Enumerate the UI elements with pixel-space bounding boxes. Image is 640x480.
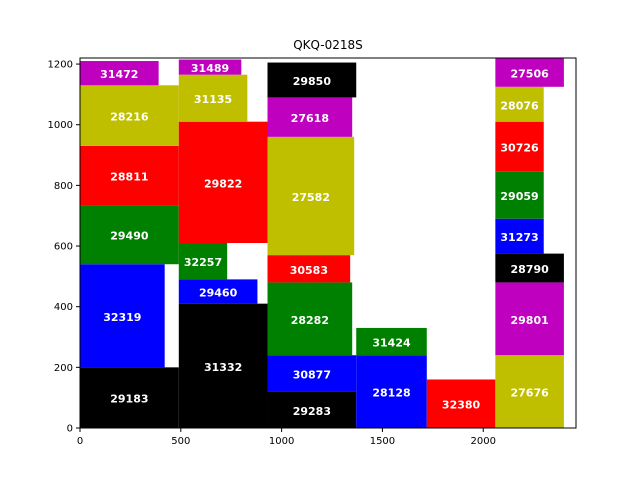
bar-block — [267, 97, 353, 137]
bar-block — [267, 355, 357, 392]
bar-block — [495, 58, 564, 87]
bar-block — [80, 264, 165, 368]
bar-value-label: 32380 — [442, 399, 481, 412]
bar-value-label: 30877 — [293, 368, 331, 381]
bar-value-label: 29822 — [204, 177, 242, 190]
bar-block — [80, 85, 179, 146]
bar-value-label: 30726 — [500, 142, 539, 155]
bar-value-label: 29801 — [510, 314, 548, 327]
bar-block — [495, 282, 564, 356]
bar-block — [267, 282, 353, 356]
bar-block — [178, 243, 228, 280]
y-tick-label: 800 — [54, 181, 73, 192]
x-tick-label: 0 — [77, 436, 83, 447]
y-tick-label: 1000 — [48, 120, 73, 131]
x-tick-label: 1500 — [370, 436, 395, 447]
bar-block — [495, 171, 544, 219]
bar-value-label: 29850 — [293, 75, 332, 88]
bar-labels: 29183 32319 29490 28811 28216 31472 31332 29460… — [100, 62, 549, 418]
bar-value-label: 32319 — [103, 311, 141, 324]
bar-block — [267, 391, 357, 428]
bar-block — [178, 279, 258, 304]
bar-value-label: 31332 — [204, 361, 242, 374]
bar-block — [356, 327, 427, 356]
bar-block — [267, 136, 355, 256]
bar-value-label: 29183 — [110, 393, 148, 406]
bar-block — [426, 379, 496, 428]
bar-value-label: 31135 — [194, 93, 232, 106]
bar-block — [495, 218, 544, 254]
bar-block — [495, 253, 564, 283]
bar-value-label: 28128 — [372, 387, 410, 400]
bar-value-label: 29460 — [199, 287, 238, 300]
y-axis: 0 200 400 600 800 1000 1200 — [48, 60, 80, 435]
bar-block — [178, 74, 248, 122]
bar-value-label: 32257 — [184, 256, 222, 269]
bar-block — [495, 86, 544, 122]
bar-value-label: 29283 — [293, 405, 331, 418]
bar-block — [178, 303, 268, 428]
bar-value-label: 28811 — [110, 171, 148, 184]
bar-block — [80, 61, 159, 86]
y-tick-label: 200 — [54, 363, 73, 374]
bar-value-label: 31472 — [100, 68, 138, 81]
bar-value-label: 28282 — [291, 314, 329, 327]
bar-value-label: 29490 — [110, 230, 149, 243]
bar-value-label: 31273 — [500, 231, 538, 244]
plot-frame — [79, 57, 577, 429]
bar-value-label: 29059 — [500, 190, 538, 203]
bar-value-label: 27676 — [510, 387, 549, 400]
bar-block — [80, 145, 179, 206]
x-tick-label: 2000 — [471, 436, 496, 447]
bar-value-label: 31424 — [372, 337, 411, 350]
bar-block — [495, 121, 544, 172]
x-tick-label: 1000 — [269, 436, 294, 447]
x-tick-label: 500 — [171, 436, 190, 447]
bar-block — [356, 355, 427, 428]
y-tick-label: 600 — [54, 242, 73, 253]
x-axis: 0 500 1000 1500 2000 — [77, 428, 496, 447]
bar-block — [80, 367, 179, 428]
bar-value-label: 28216 — [110, 111, 149, 124]
bar-block — [267, 255, 351, 283]
bar-block — [495, 355, 564, 428]
bar-value-label: 27506 — [510, 67, 549, 80]
bar-value-label: 31489 — [191, 62, 229, 75]
y-tick-label: 0 — [67, 424, 73, 435]
bar-value-label: 27582 — [292, 191, 330, 204]
bar-block — [80, 205, 179, 265]
bar-block — [178, 121, 268, 243]
bar-value-label: 30583 — [290, 264, 328, 277]
chart-title: QKQ-0218S — [293, 38, 363, 52]
bar-blocks — [80, 58, 564, 428]
bar-value-label: 28790 — [510, 263, 549, 276]
y-tick-label: 1200 — [48, 60, 73, 71]
y-tick-label: 400 — [54, 302, 73, 313]
bar-value-label: 27618 — [291, 112, 329, 125]
bar-block — [178, 59, 242, 75]
bar-value-label: 28076 — [500, 99, 539, 112]
bar-block — [267, 62, 357, 98]
